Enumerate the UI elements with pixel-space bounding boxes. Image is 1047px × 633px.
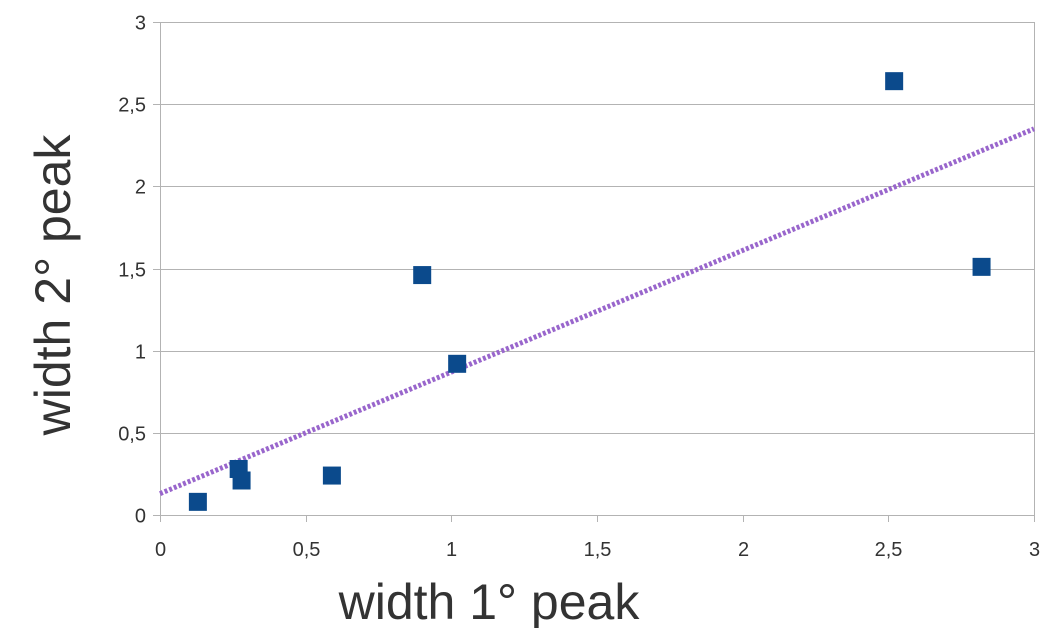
trendline-layer <box>159 126 1035 496</box>
y-tick-label: 3 <box>135 13 146 35</box>
data-point <box>232 471 251 490</box>
x-tick-label: 1,5 <box>584 539 612 561</box>
y-axis-title: width 2° peak <box>25 134 81 437</box>
trendline <box>159 126 1035 496</box>
x-tick-label: 0 <box>155 539 166 561</box>
y-tick-label: 1,5 <box>118 260 146 282</box>
data-point <box>413 266 432 285</box>
data-point <box>972 257 991 276</box>
y-tick-label: 2,5 <box>118 95 146 117</box>
x-tick-label: 2 <box>738 539 749 561</box>
tick-label-layer: 0 0,5 1 1,5 2 2,5 3 0 0,5 1 1,5 2 2,5 3 <box>118 13 1040 562</box>
x-axis-title: width 1° peak <box>338 574 641 628</box>
data-point <box>322 466 341 485</box>
data-point <box>885 72 904 91</box>
x-tick-label: 2,5 <box>875 539 903 561</box>
y-tick-label: 2 <box>135 177 146 199</box>
point-layer <box>188 72 991 511</box>
axis-layer <box>153 22 1035 522</box>
y-tick-label: 1 <box>135 342 146 364</box>
grid-layer <box>160 22 1034 434</box>
y-tick-label: 0 <box>135 506 146 528</box>
x-tick-label: 1 <box>446 539 457 561</box>
data-point <box>188 492 207 511</box>
x-tick-label: 3 <box>1029 539 1040 561</box>
y-tick-label: 0,5 <box>118 424 146 446</box>
data-point <box>448 354 467 373</box>
x-tick-label: 0,5 <box>293 539 321 561</box>
